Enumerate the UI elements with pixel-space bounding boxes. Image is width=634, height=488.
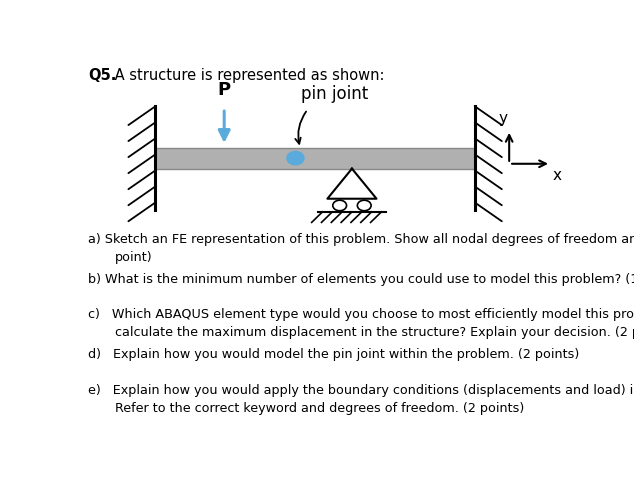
Text: Refer to the correct keyword and degrees of freedom. (2 points): Refer to the correct keyword and degrees… (115, 402, 524, 415)
Text: d)   Explain how you would model the pin joint within the problem. (2 points): d) Explain how you would model the pin j… (88, 348, 579, 361)
Text: pin joint: pin joint (301, 85, 368, 103)
Text: A structure is represented as shown:: A structure is represented as shown: (110, 68, 385, 83)
Circle shape (358, 200, 371, 211)
Text: x: x (553, 168, 562, 183)
Text: a) Sketch an FE representation of this problem. Show all nodal degrees of freedo: a) Sketch an FE representation of this p… (88, 233, 634, 246)
Text: calculate the maximum displacement in the structure? Explain your decision. (2 p: calculate the maximum displacement in th… (115, 326, 634, 340)
Circle shape (288, 152, 303, 164)
Text: c)   Which ABAQUS element type would you choose to most efficiently model this p: c) Which ABAQUS element type would you c… (88, 308, 634, 322)
Text: Q5.: Q5. (88, 68, 117, 83)
Text: P: P (217, 81, 231, 99)
Text: e)   Explain how you would apply the boundary conditions (displacements and load: e) Explain how you would apply the bound… (88, 384, 634, 397)
Text: y: y (499, 111, 508, 126)
Bar (155, 147, 475, 169)
Text: b) What is the minimum number of elements you could use to model this problem? (: b) What is the minimum number of element… (88, 273, 634, 286)
Text: point): point) (115, 251, 153, 264)
Circle shape (333, 200, 347, 211)
